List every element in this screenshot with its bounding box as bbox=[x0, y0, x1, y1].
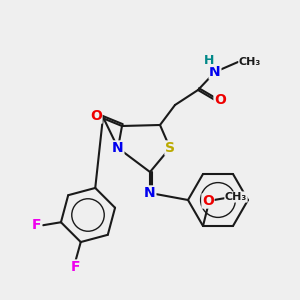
Text: CH₃: CH₃ bbox=[225, 192, 247, 202]
Text: N: N bbox=[209, 65, 221, 79]
Text: S: S bbox=[165, 141, 175, 155]
Text: F: F bbox=[71, 260, 80, 274]
Text: F: F bbox=[32, 218, 42, 232]
Text: O: O bbox=[90, 109, 102, 123]
Text: CH₃: CH₃ bbox=[239, 57, 261, 67]
Text: O: O bbox=[214, 93, 226, 107]
Text: N: N bbox=[144, 186, 156, 200]
Text: N: N bbox=[112, 141, 124, 155]
Text: O: O bbox=[202, 194, 214, 208]
Text: H: H bbox=[204, 53, 214, 67]
